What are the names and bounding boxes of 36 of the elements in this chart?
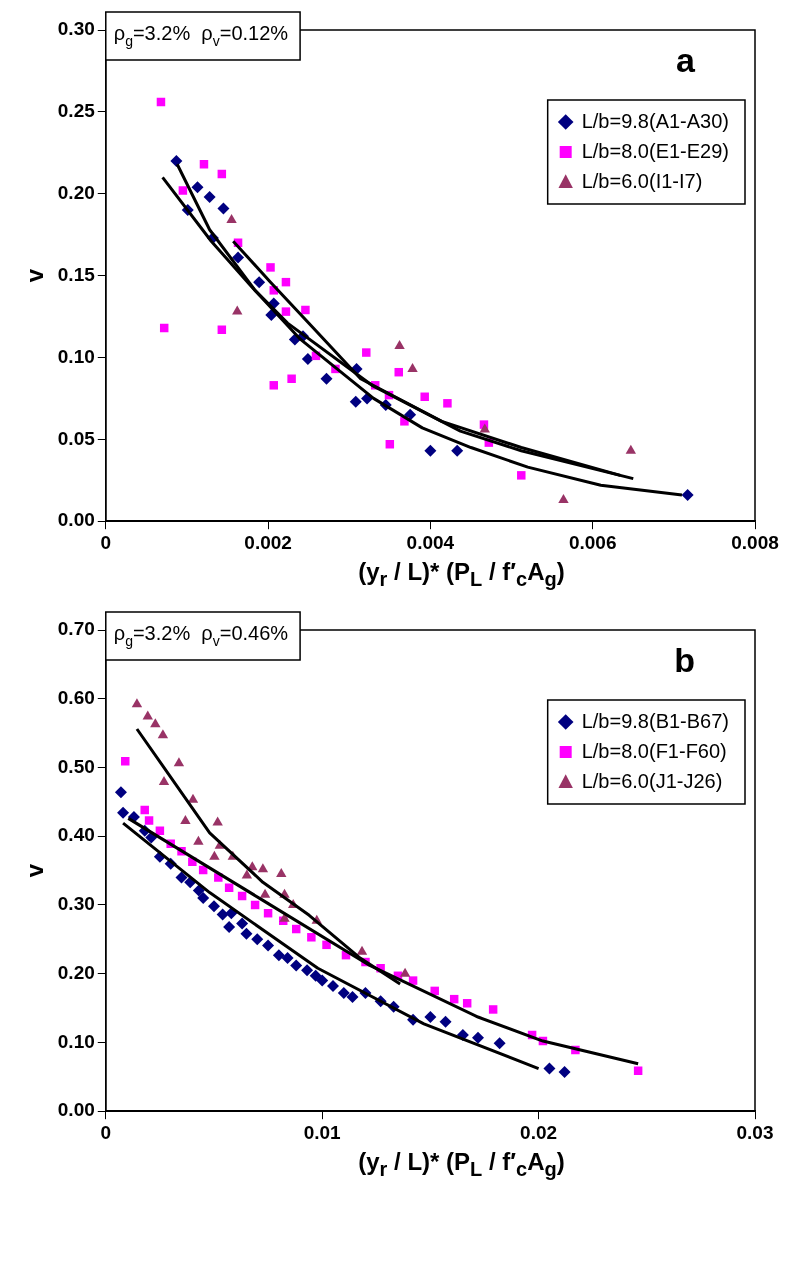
y-axis-title: v [21, 863, 49, 878]
y-tick-label: 0.60 [57, 686, 95, 708]
y-tick-label: 0.50 [57, 755, 95, 777]
y-tick-label: 0.40 [57, 824, 95, 846]
legend-label: L/b=9.8(A1-A30) [581, 109, 730, 132]
legend-label: L/b=6.0(J1-J26) [581, 769, 723, 792]
legend-label: L/b=9.8(B1-B67) [581, 709, 730, 732]
text: (y$_{r}$ / L)* (P$_{L}$ / f′$_{c}$A$_{g}$) [358, 1148, 565, 1180]
y-tick-label: 0.20 [57, 961, 95, 983]
x-tick-label: 0.006 [568, 531, 617, 553]
x-tick-label: 0.02 [520, 1121, 558, 1143]
y-tick-label: 0.05 [57, 427, 96, 449]
y-tick-label: 0.00 [57, 509, 95, 531]
x-tick-label: 0.03 [736, 1121, 774, 1143]
x-tick-label: 0 [100, 1121, 112, 1143]
legend-label: L/b=8.0(E1-E29) [581, 139, 730, 162]
x-tick-label: 0 [100, 531, 112, 553]
x-tick-label: 0.004 [406, 531, 455, 553]
legend-label: L/b=8.0(F1-F60) [581, 739, 727, 762]
y-tick-label: 0.70 [57, 618, 95, 640]
y-tick-label: 0.20 [57, 181, 95, 203]
annotation: b [674, 641, 695, 679]
text: (y$_{r}$ / L)* (P$_{L}$ / f′$_{c}$A$_{g}$) [358, 558, 565, 590]
annotation: a [676, 41, 697, 79]
y-tick-label: 0.10 [57, 345, 95, 367]
y-tick-label: 0.15 [57, 263, 96, 285]
y-axis-title: v [21, 268, 49, 283]
legend-label: L/b=6.0(I1-I7) [581, 169, 703, 192]
x-tick-label: 0.01 [303, 1121, 342, 1143]
y-tick-label: 0.10 [57, 1030, 95, 1052]
x-tick-label: 0.008 [731, 531, 779, 553]
y-tick-label: 0.30 [57, 18, 95, 40]
y-tick-label: 0.25 [57, 100, 96, 122]
y-tick-label: 0.30 [57, 893, 95, 915]
y-tick-label: 0.00 [57, 1099, 95, 1121]
x-tick-label: 0.002 [244, 531, 292, 553]
